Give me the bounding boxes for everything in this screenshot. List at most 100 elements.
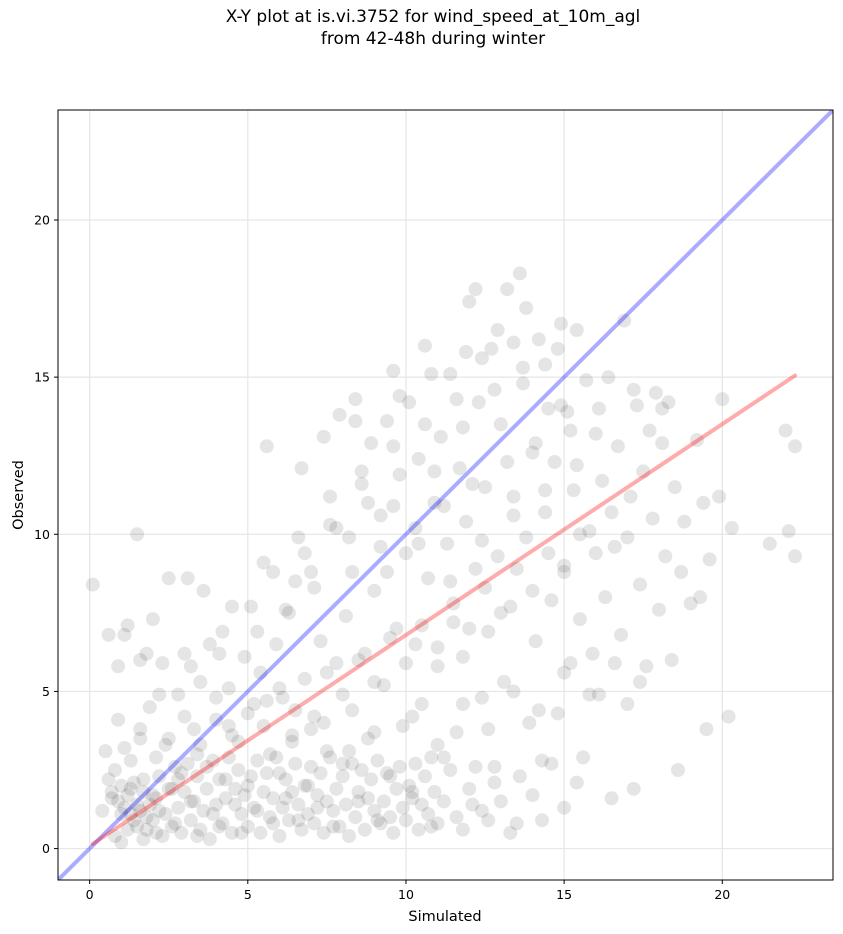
data-point — [398, 813, 413, 828]
data-point — [177, 646, 192, 661]
data-point — [478, 580, 493, 595]
data-point — [152, 803, 167, 818]
data-point — [462, 621, 477, 636]
data-point — [85, 577, 100, 592]
data-point — [528, 436, 543, 451]
data-point — [164, 781, 179, 796]
data-point — [468, 759, 483, 774]
data-point — [145, 612, 160, 627]
data-point — [361, 495, 375, 510]
data-point — [231, 734, 246, 749]
data-point — [250, 624, 265, 639]
data-point — [531, 332, 546, 347]
data-point — [367, 725, 382, 740]
data-point — [364, 436, 379, 451]
data-point — [114, 778, 129, 793]
data-point — [721, 709, 736, 724]
data-point — [114, 835, 129, 850]
data-point — [449, 725, 464, 740]
data-point — [212, 819, 227, 834]
data-point — [272, 681, 287, 696]
data-point — [655, 436, 670, 451]
data-point — [414, 618, 429, 633]
data-point — [386, 499, 401, 513]
data-point — [440, 536, 455, 551]
one-to-one-line — [58, 110, 833, 880]
y-tick-label: 5 — [42, 684, 50, 699]
data-point — [430, 816, 445, 831]
data-point — [582, 687, 597, 702]
data-point — [487, 382, 502, 397]
data-point — [699, 722, 714, 737]
data-point — [484, 341, 499, 356]
data-point — [398, 656, 413, 671]
data-point — [310, 788, 325, 803]
data-point — [781, 524, 796, 539]
data-point — [224, 825, 239, 840]
data-point — [351, 785, 366, 799]
data-point — [620, 530, 635, 545]
data-point — [202, 637, 217, 652]
data-point — [443, 367, 458, 381]
data-point — [417, 769, 432, 784]
data-point — [421, 807, 436, 821]
data-point — [503, 825, 518, 840]
data-point — [544, 593, 559, 608]
data-point — [411, 536, 426, 551]
data-point — [667, 480, 682, 495]
data-point — [329, 521, 344, 535]
data-point — [664, 653, 679, 667]
data-point — [247, 697, 262, 711]
data-point — [370, 813, 385, 828]
data-point — [357, 646, 372, 661]
data-point — [459, 345, 474, 359]
data-point — [234, 825, 249, 840]
data-point — [342, 829, 357, 843]
data-point — [506, 508, 521, 523]
data-point — [702, 552, 717, 567]
data-point — [291, 813, 306, 828]
data-point — [240, 706, 255, 721]
data-point — [253, 665, 268, 680]
data-point — [465, 797, 480, 812]
data-point — [379, 766, 394, 781]
data-point — [256, 555, 271, 570]
data-point — [202, 832, 217, 847]
data-point — [405, 709, 420, 724]
data-point — [572, 527, 587, 542]
data-point — [557, 558, 572, 573]
data-point — [224, 728, 239, 743]
data-point — [98, 744, 113, 759]
data-point — [462, 781, 477, 796]
data-point — [468, 282, 483, 297]
data-point — [493, 417, 508, 432]
data-point — [285, 734, 300, 749]
data-point — [117, 800, 132, 815]
data-point — [152, 687, 167, 702]
data-point — [503, 599, 518, 614]
data-point — [323, 517, 338, 532]
data-point — [259, 766, 274, 781]
data-point — [427, 495, 442, 510]
data-point — [126, 813, 141, 828]
data-point — [133, 731, 148, 746]
data-point — [256, 785, 271, 799]
data-point — [474, 803, 489, 818]
data-point — [95, 803, 110, 818]
data-point — [557, 800, 572, 815]
data-point — [243, 599, 258, 614]
data-point — [411, 822, 426, 837]
data-point — [130, 527, 145, 542]
chart-title: X-Y plot at is.vi.3752 for wind_speed_at… — [0, 6, 843, 50]
data-point — [689, 433, 704, 447]
data-point — [259, 439, 274, 454]
data-point — [304, 759, 319, 774]
data-point — [497, 675, 512, 689]
data-point — [117, 627, 132, 642]
data-point — [569, 775, 584, 790]
data-point — [490, 323, 505, 337]
data-point — [326, 803, 341, 818]
data-point — [598, 590, 613, 605]
data-point — [421, 571, 436, 586]
data-point — [190, 829, 205, 843]
